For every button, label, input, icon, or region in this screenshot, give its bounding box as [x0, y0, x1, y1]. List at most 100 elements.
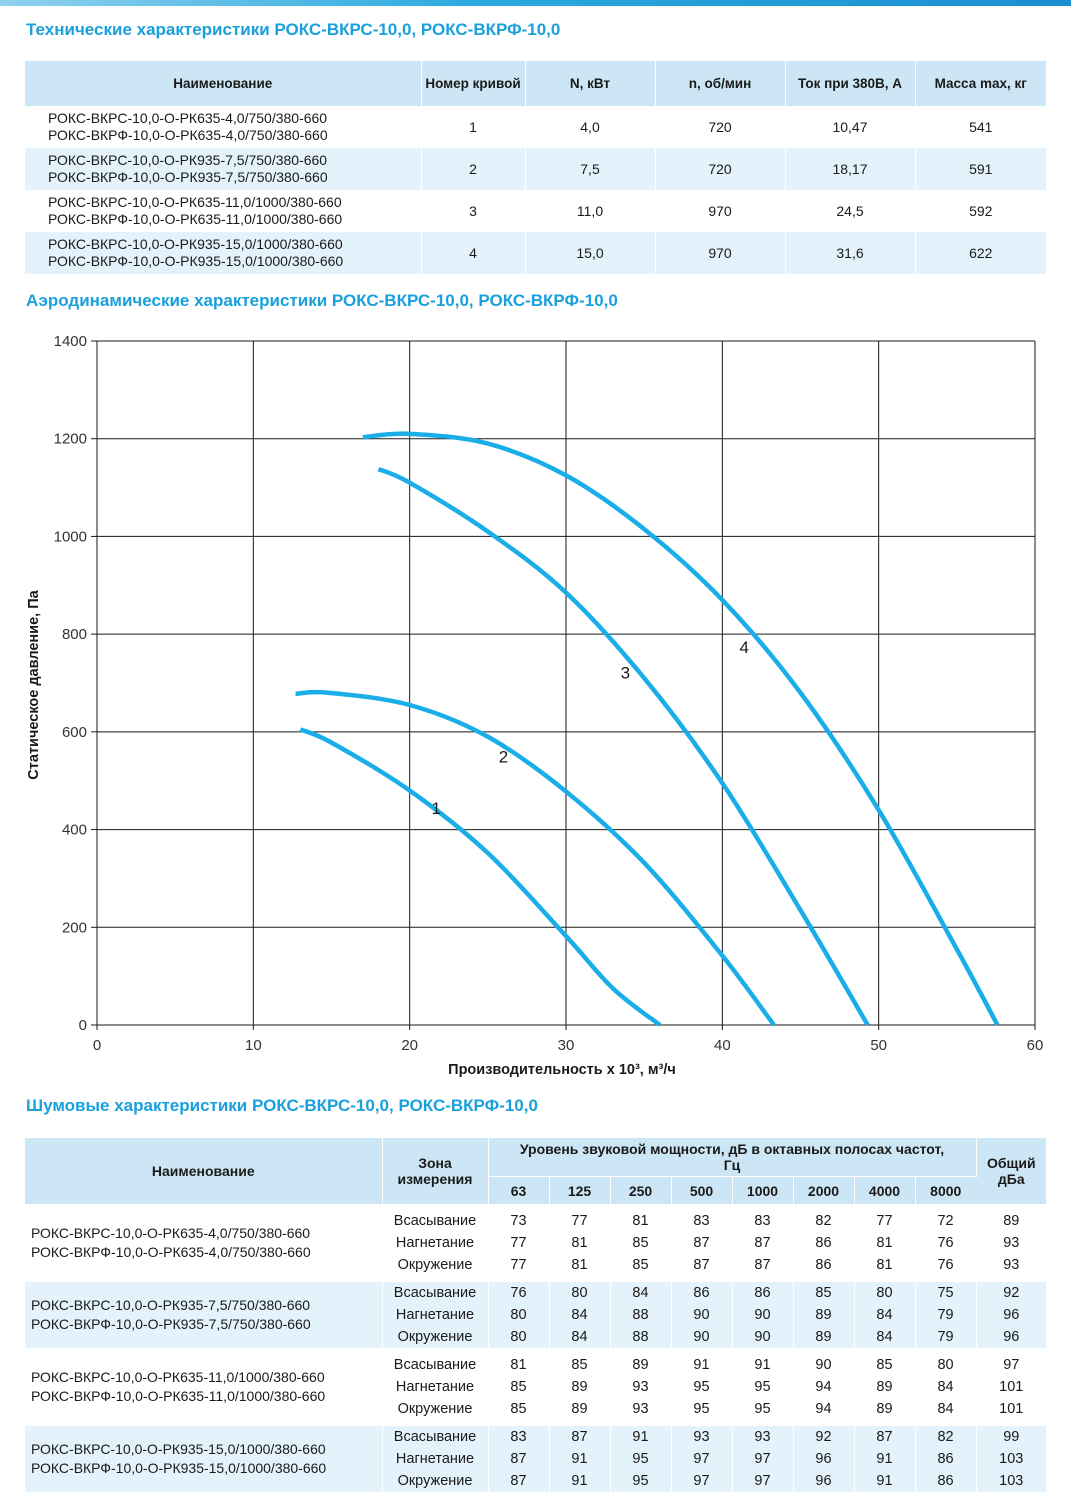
noise-cell-value: 93 [610, 1376, 672, 1398]
noise-group: РОКС-ВКРС-10,0-О-РК635-11,0/1000/380-660… [25, 1348, 1047, 1423]
noise-cell-value: 95 [671, 1398, 733, 1423]
noise-cell-total: 103 [976, 1448, 1047, 1470]
noise-cell-value: 84 [915, 1376, 977, 1398]
noise-header-level: Уровень звуковой мощности, дБ в октавных… [488, 1138, 977, 1177]
noise-cell-value: 72 [915, 1204, 977, 1232]
noise-row: РОКС-ВКРС-10,0-О-РК935-7,5/750/380-660 РО… [25, 1276, 1047, 1351]
noise-cell-total: 93 [1003, 1257, 1020, 1273]
y-tick-label: 400 [62, 822, 87, 839]
spec-cell-current: 31,6 [785, 232, 916, 274]
noise-cell-value: 81 [854, 1232, 916, 1254]
noise-group: РОКС-ВКРС-10,0-О-РК635-4,0/750/380-660 РО… [25, 1204, 1047, 1279]
noise-row: РОКС-ВКРС-10,0-О-РК635-4,0/750/380-660 РО… [25, 1204, 1047, 1279]
noise-row: Окружение 87 91 95 97 97 96 91 86 103 [25, 1470, 1047, 1492]
spec-cell-rpm: 970 [655, 190, 786, 232]
noise-cell-value: 91 [610, 1420, 672, 1448]
noise-row: Окружение 77 81 85 87 87 86 81 76 93 [25, 1254, 1046, 1279]
spec-cell-name: РОКС-ВКРС-10,0-О-РК935-15,0/1000/380-660… [25, 232, 422, 274]
noise-cell-total: 93 [1003, 1235, 1020, 1251]
spec-header-curve: Номер кривой [421, 61, 526, 106]
noise-cell-value: 81 [610, 1204, 672, 1232]
noise-cell-value: 87 [671, 1232, 733, 1254]
noise-cell-value: 97 [732, 1470, 794, 1492]
spec-cell-mass: 622 [915, 232, 1046, 274]
noise-header-row-1: Наименование Зона измерения Уровень звук… [25, 1138, 1047, 1208]
spec-cell-curve: 2 [421, 148, 526, 190]
noise-cell-value: 89 [549, 1398, 611, 1423]
noise-cell-value: 86 [793, 1232, 855, 1254]
noise-cell-value: 91 [549, 1448, 611, 1470]
noise-cell-value: 83 [732, 1204, 794, 1232]
model-name: РОКС-ВКРС-10,0-О-РК635-11,0/1000/380-660 [31, 1369, 325, 1385]
noise-cell-value: 93 [610, 1398, 672, 1423]
noise-cell-total: 99 [976, 1420, 1047, 1448]
y-tick-label: 1200 [54, 431, 87, 448]
noise-cell-value: 94 [793, 1398, 855, 1423]
spec-cell-current: 10,47 [785, 106, 916, 148]
noise-header-freq: 63 [488, 1176, 550, 1208]
model-name: РОКС-ВКРС-10,0-О-РК635-4,0/750/380-660 [48, 110, 328, 126]
chart-grid [96, 340, 1036, 1026]
noise-title: Шумовые характеристики РОКС-ВКРС-10,0, Р… [26, 1096, 538, 1115]
noise-cell-value: 84 [854, 1326, 916, 1351]
noise-cell-zone: Окружение [382, 1398, 489, 1423]
noise-cell-name: РОКС-ВКРС-10,0-О-РК935-7,5/750/380-660 РО… [25, 1276, 383, 1351]
model-name: РОКС-ВКРС-10,0-О-РК935-7,5/750/380-660 [31, 1297, 311, 1313]
spec-cell-power: 7,5 [525, 148, 656, 190]
spec-cell-name: РОКС-ВКРС-10,0-О-РК935-7,5/750/380-660 РО… [25, 148, 422, 190]
model-name: РОКС-ВКРС-10,0-О-РК935-15,0/1000/380-660 [31, 1441, 326, 1457]
noise-cell-value: 85 [549, 1348, 611, 1376]
noise-cell-value: 81 [549, 1232, 611, 1254]
noise-cell-zone: Всасывание [382, 1276, 489, 1304]
spec-cell-power: 4,0 [525, 106, 656, 148]
noise-header-zone: Зона измерения [382, 1138, 489, 1208]
model-name: РОКС-ВКРФ-10,0-О-РК635-4,0/750/380-660 [31, 1244, 311, 1260]
noise-cell-value: 88 [610, 1326, 672, 1351]
noise-cell-value: 91 [854, 1470, 916, 1492]
noise-cell-value: 97 [671, 1470, 733, 1492]
noise-cell-zone: Окружение [382, 1326, 489, 1351]
noise-cell-value: 87 [549, 1420, 611, 1448]
curve-3 [377, 466, 870, 1027]
noise-row: Нагнетание 85 89 93 95 95 94 89 84 101 [25, 1376, 1046, 1398]
noise-cell-zone: Всасывание [382, 1204, 489, 1232]
spec-table: Наименование Номер кривой N, кВт n, об/м… [25, 61, 1046, 274]
spec-cell-rpm: 970 [655, 232, 786, 274]
noise-cell-value: 90 [732, 1304, 794, 1326]
noise-cell-value: 94 [793, 1376, 855, 1398]
noise-row: РОКС-ВКРС-10,0-О-РК935-15,0/1000/380-660… [25, 1420, 1047, 1492]
noise-cell-value: 95 [610, 1470, 672, 1492]
noise-row: РОКС-ВКРС-10,0-О-РК635-11,0/1000/380-660… [25, 1348, 1047, 1423]
noise-cell-value: 87 [854, 1420, 916, 1448]
model-name: РОКС-ВКРФ-10,0-О-РК935-7,5/750/380-660 [31, 1316, 311, 1332]
noise-cell-value: 80 [549, 1276, 611, 1304]
noise-cell-value: 79 [915, 1304, 977, 1326]
noise-cell-value: 84 [915, 1398, 977, 1423]
noise-cell-value: 90 [671, 1304, 733, 1326]
noise-cell-value: 87 [732, 1232, 794, 1254]
noise-row: Нагнетание 77 81 85 87 87 86 81 76 93 [25, 1232, 1046, 1254]
noise-cell-value: 80 [915, 1348, 977, 1376]
noise-header-name: Наименование [25, 1138, 383, 1208]
noise-cell-total: 92 [976, 1276, 1047, 1304]
noise-cell-value: 95 [610, 1448, 672, 1470]
noise-cell-value: 86 [915, 1448, 977, 1470]
noise-cell-value: 82 [915, 1420, 977, 1448]
spec-header-name: Наименование [25, 61, 422, 106]
noise-cell-value: 93 [671, 1420, 733, 1448]
spec-cell-name: РОКС-ВКРС-10,0-О-РК635-4,0/750/380-660 РО… [25, 106, 422, 148]
spec-cell-power: 15,0 [525, 232, 656, 274]
curve-2 [295, 689, 776, 1027]
noise-group: РОКС-ВКРС-10,0-О-РК935-15,0/1000/380-660… [25, 1420, 1047, 1492]
noise-cell-name: РОКС-ВКРС-10,0-О-РК935-15,0/1000/380-660… [25, 1420, 383, 1492]
spec-cell-current: 18,17 [785, 148, 916, 190]
noise-header-freq: 500 [671, 1176, 733, 1208]
noise-cell-value: 76 [915, 1254, 977, 1279]
y-tick-label: 0 [79, 1017, 87, 1034]
noise-cell-value: 86 [793, 1254, 855, 1279]
noise-cell-value: 83 [671, 1204, 733, 1232]
noise-cell-total: 97 [976, 1348, 1047, 1376]
noise-cell-value: 90 [671, 1326, 733, 1351]
noise-header-freq: 2000 [793, 1176, 855, 1208]
x-tick-label: 20 [401, 1037, 418, 1054]
